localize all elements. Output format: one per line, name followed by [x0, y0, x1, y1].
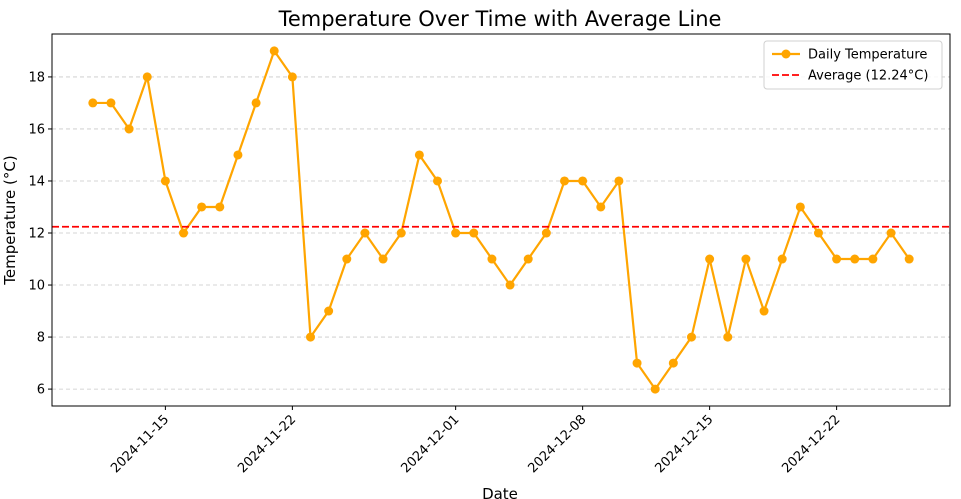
- plot-frame: [51, 33, 951, 407]
- x-tick-label: 2024-12-22: [779, 412, 843, 476]
- point: [124, 124, 134, 134]
- y-tick-label: 10: [28, 279, 45, 294]
- x-tick-label: 2024-11-15: [108, 412, 172, 476]
- point: [578, 176, 588, 186]
- point: [378, 254, 388, 264]
- point: [741, 254, 751, 264]
- point: [287, 72, 297, 82]
- y-tick-label: 18: [28, 70, 45, 85]
- legend-marker: [781, 49, 791, 59]
- legend-label: Daily Temperature: [808, 48, 927, 63]
- point: [433, 176, 443, 186]
- point: [179, 228, 189, 238]
- legend-box: [763, 40, 943, 90]
- point: [795, 202, 805, 212]
- point: [886, 228, 896, 238]
- point: [414, 150, 424, 160]
- point: [269, 46, 279, 56]
- point: [451, 228, 461, 238]
- x-tick-label: 2024-12-15: [652, 412, 716, 476]
- point: [614, 176, 624, 186]
- point: [850, 254, 860, 264]
- point: [215, 202, 225, 212]
- point: [142, 72, 152, 82]
- point: [233, 150, 243, 160]
- x-tick-label: 2024-12-01: [398, 412, 462, 476]
- point: [686, 332, 696, 342]
- y-tick-label: 8: [37, 331, 45, 346]
- chart-title: Temperature Over Time with Average Line: [278, 7, 722, 31]
- point: [559, 176, 569, 186]
- legend-label: Average (12.24°C): [808, 69, 928, 84]
- x-tick-label: 2024-11-22: [235, 412, 299, 476]
- point: [197, 202, 207, 212]
- y-tick-label: 14: [28, 174, 45, 189]
- point: [868, 254, 878, 264]
- point: [360, 228, 370, 238]
- point: [541, 228, 551, 238]
- point: [88, 98, 98, 108]
- point: [160, 176, 170, 186]
- x-axis-label: Date: [482, 485, 518, 499]
- point: [324, 306, 334, 316]
- y-axis-label: Temperature (°C): [1, 155, 19, 285]
- point: [904, 254, 914, 264]
- point: [650, 384, 660, 394]
- y-tick-label: 6: [37, 383, 45, 398]
- point: [106, 98, 116, 108]
- point: [832, 254, 842, 264]
- y-tick-label: 12: [28, 227, 45, 242]
- point: [596, 202, 606, 212]
- point: [505, 280, 515, 290]
- point: [705, 254, 715, 264]
- point: [813, 228, 823, 238]
- point: [396, 228, 406, 238]
- point: [777, 254, 787, 264]
- point: [469, 228, 479, 238]
- point: [723, 332, 733, 342]
- point: [342, 254, 352, 264]
- point: [523, 254, 533, 264]
- x-tick-label: 2024-12-08: [525, 412, 589, 476]
- point: [306, 332, 316, 342]
- point: [632, 358, 642, 368]
- point: [251, 98, 261, 108]
- point: [759, 306, 769, 316]
- line-series: [92, 48, 911, 392]
- point: [668, 358, 678, 368]
- point: [487, 254, 497, 264]
- y-tick-label: 16: [28, 122, 45, 137]
